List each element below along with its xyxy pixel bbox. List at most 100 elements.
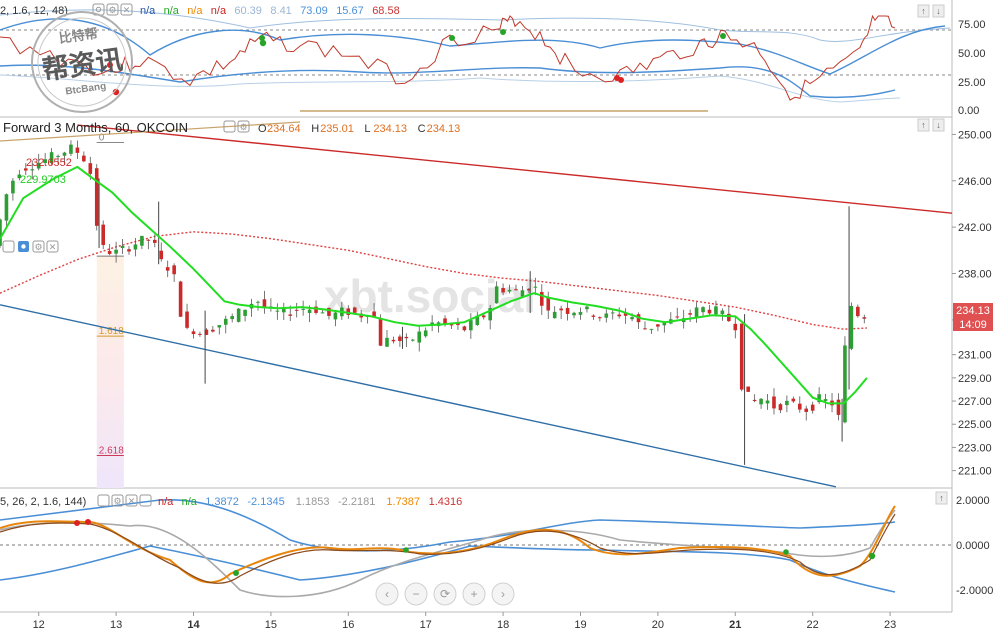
scroll-down-icon[interactable] xyxy=(932,118,945,132)
candle-body xyxy=(114,249,118,254)
candle-body xyxy=(836,399,841,415)
candle-body xyxy=(746,386,750,392)
logo-top-text: 比特帮 xyxy=(58,26,99,46)
time-axis[interactable]: 12 13 14 15 16 17 18 19 20 21 22 23 xyxy=(33,612,897,631)
eye-icon[interactable] xyxy=(223,120,236,133)
candle-body xyxy=(243,309,247,316)
legend-value: 60.39 xyxy=(234,5,262,17)
legend-value: -2.1345 xyxy=(247,496,284,508)
eye-icon[interactable] xyxy=(2,240,15,253)
candle-body xyxy=(301,308,305,310)
fib-level-label: 1.618 xyxy=(99,326,124,337)
candle-body xyxy=(733,323,738,331)
zoom-in-button[interactable]: + xyxy=(462,582,486,606)
candle-body xyxy=(862,317,867,319)
ohlc-value: 235.01 xyxy=(320,123,354,135)
candle-body xyxy=(327,307,331,316)
candle-body xyxy=(527,288,531,291)
svg-text:↓: ↓ xyxy=(936,6,941,16)
signal-dot xyxy=(720,33,726,39)
scroll-up-icon[interactable] xyxy=(935,491,948,505)
candle-body xyxy=(49,152,54,164)
candle-body xyxy=(385,337,389,347)
price-panel-legend: Forward 3 Months, 60, OKCOIN ⚙ O 234.64 H 2… xyxy=(2,120,461,253)
zoom-out-button[interactable]: − xyxy=(404,582,428,606)
legend-value: 73.09 xyxy=(300,5,328,17)
legend-value: n/a xyxy=(140,5,156,17)
settings-icon[interactable] xyxy=(237,120,250,133)
settings-icon[interactable] xyxy=(111,494,124,507)
scroll-up-icon[interactable] xyxy=(917,4,930,18)
candle-body xyxy=(17,174,22,179)
close-icon[interactable] xyxy=(120,3,133,16)
candle-body xyxy=(152,239,157,243)
candle-body xyxy=(185,311,189,328)
candle-body xyxy=(417,331,422,343)
price-tick-label: 221.00 xyxy=(958,466,992,478)
svg-text:⚙: ⚙ xyxy=(34,242,42,252)
candle-body xyxy=(701,307,705,313)
candle-body xyxy=(630,317,634,320)
top-tick-label: 0.00 xyxy=(958,105,979,117)
candle-body xyxy=(501,287,505,293)
candle-body xyxy=(456,322,460,326)
signal-dot xyxy=(259,39,267,47)
close-icon[interactable] xyxy=(46,240,59,253)
settings-icon[interactable] xyxy=(106,3,119,16)
signal-dot xyxy=(85,519,91,525)
top-indicator-panel xyxy=(0,9,952,103)
candle-body xyxy=(294,309,299,311)
svg-text:↑: ↑ xyxy=(921,120,926,130)
bottom-indicator-panel xyxy=(0,498,952,598)
trend-lower-line[interactable] xyxy=(0,304,837,488)
legend-value: 8.41 xyxy=(270,5,291,17)
settings-icon[interactable] xyxy=(32,240,45,253)
ohlc-value: 234.13 xyxy=(373,123,407,135)
candle-body xyxy=(533,286,538,288)
last-price-badge xyxy=(953,303,993,317)
ohlc-value: 234.13 xyxy=(427,123,461,135)
price-panel-window-buttons: ↑ ↓ xyxy=(917,118,945,132)
eye-icon[interactable] xyxy=(97,494,110,507)
price-tick-label: 246.00 xyxy=(958,176,992,188)
trend-upper-line[interactable] xyxy=(77,124,953,214)
signal-dot xyxy=(500,29,506,35)
svg-text:✕: ✕ xyxy=(128,496,136,506)
scroll-right-button[interactable]: › xyxy=(491,582,515,606)
scroll-down-icon[interactable] xyxy=(932,4,945,18)
reset-button[interactable]: ⟳ xyxy=(433,582,457,606)
more-icon[interactable] xyxy=(139,494,152,507)
candle-body xyxy=(11,180,15,194)
candle-body xyxy=(469,320,473,331)
candle-body xyxy=(159,250,164,260)
candle-body xyxy=(649,328,654,330)
time-tick-label: 21 xyxy=(729,619,741,631)
candle-body xyxy=(133,244,138,250)
scroll-left-button-circle xyxy=(375,582,399,606)
scroll-left-button[interactable]: ‹ xyxy=(375,582,399,606)
candle-body xyxy=(810,404,815,411)
signal-dot xyxy=(403,547,409,553)
legend-value: 68.58 xyxy=(372,5,400,17)
candle-body xyxy=(843,345,847,423)
candle-body xyxy=(430,322,434,325)
fib-extension-zone[interactable] xyxy=(96,256,124,488)
top-panel-params: 2, 1.6, 12, 48) xyxy=(0,5,68,17)
candle-body xyxy=(391,339,396,342)
candle-body xyxy=(140,235,144,246)
time-tick-label: 18 xyxy=(497,619,509,631)
scroll-left-button-glyph: ‹ xyxy=(385,587,389,601)
price-tick-label: 225.00 xyxy=(958,419,992,431)
legend-value: 1.1853 xyxy=(296,496,330,508)
scroll-up-icon[interactable] xyxy=(917,118,930,132)
candle-body xyxy=(720,310,725,315)
candle-body xyxy=(307,309,312,313)
candle-body xyxy=(256,301,260,303)
candle-body xyxy=(107,250,112,254)
bottom-panel-legend: 5, 26, 2, 1.6, 144) ⚙ ✕ n/a n/a 1.3872 -2.1… xyxy=(0,494,462,508)
candle-body xyxy=(172,265,176,275)
candle-body xyxy=(675,316,680,318)
close-icon[interactable] xyxy=(125,494,138,507)
reset-button-circle xyxy=(433,582,457,606)
